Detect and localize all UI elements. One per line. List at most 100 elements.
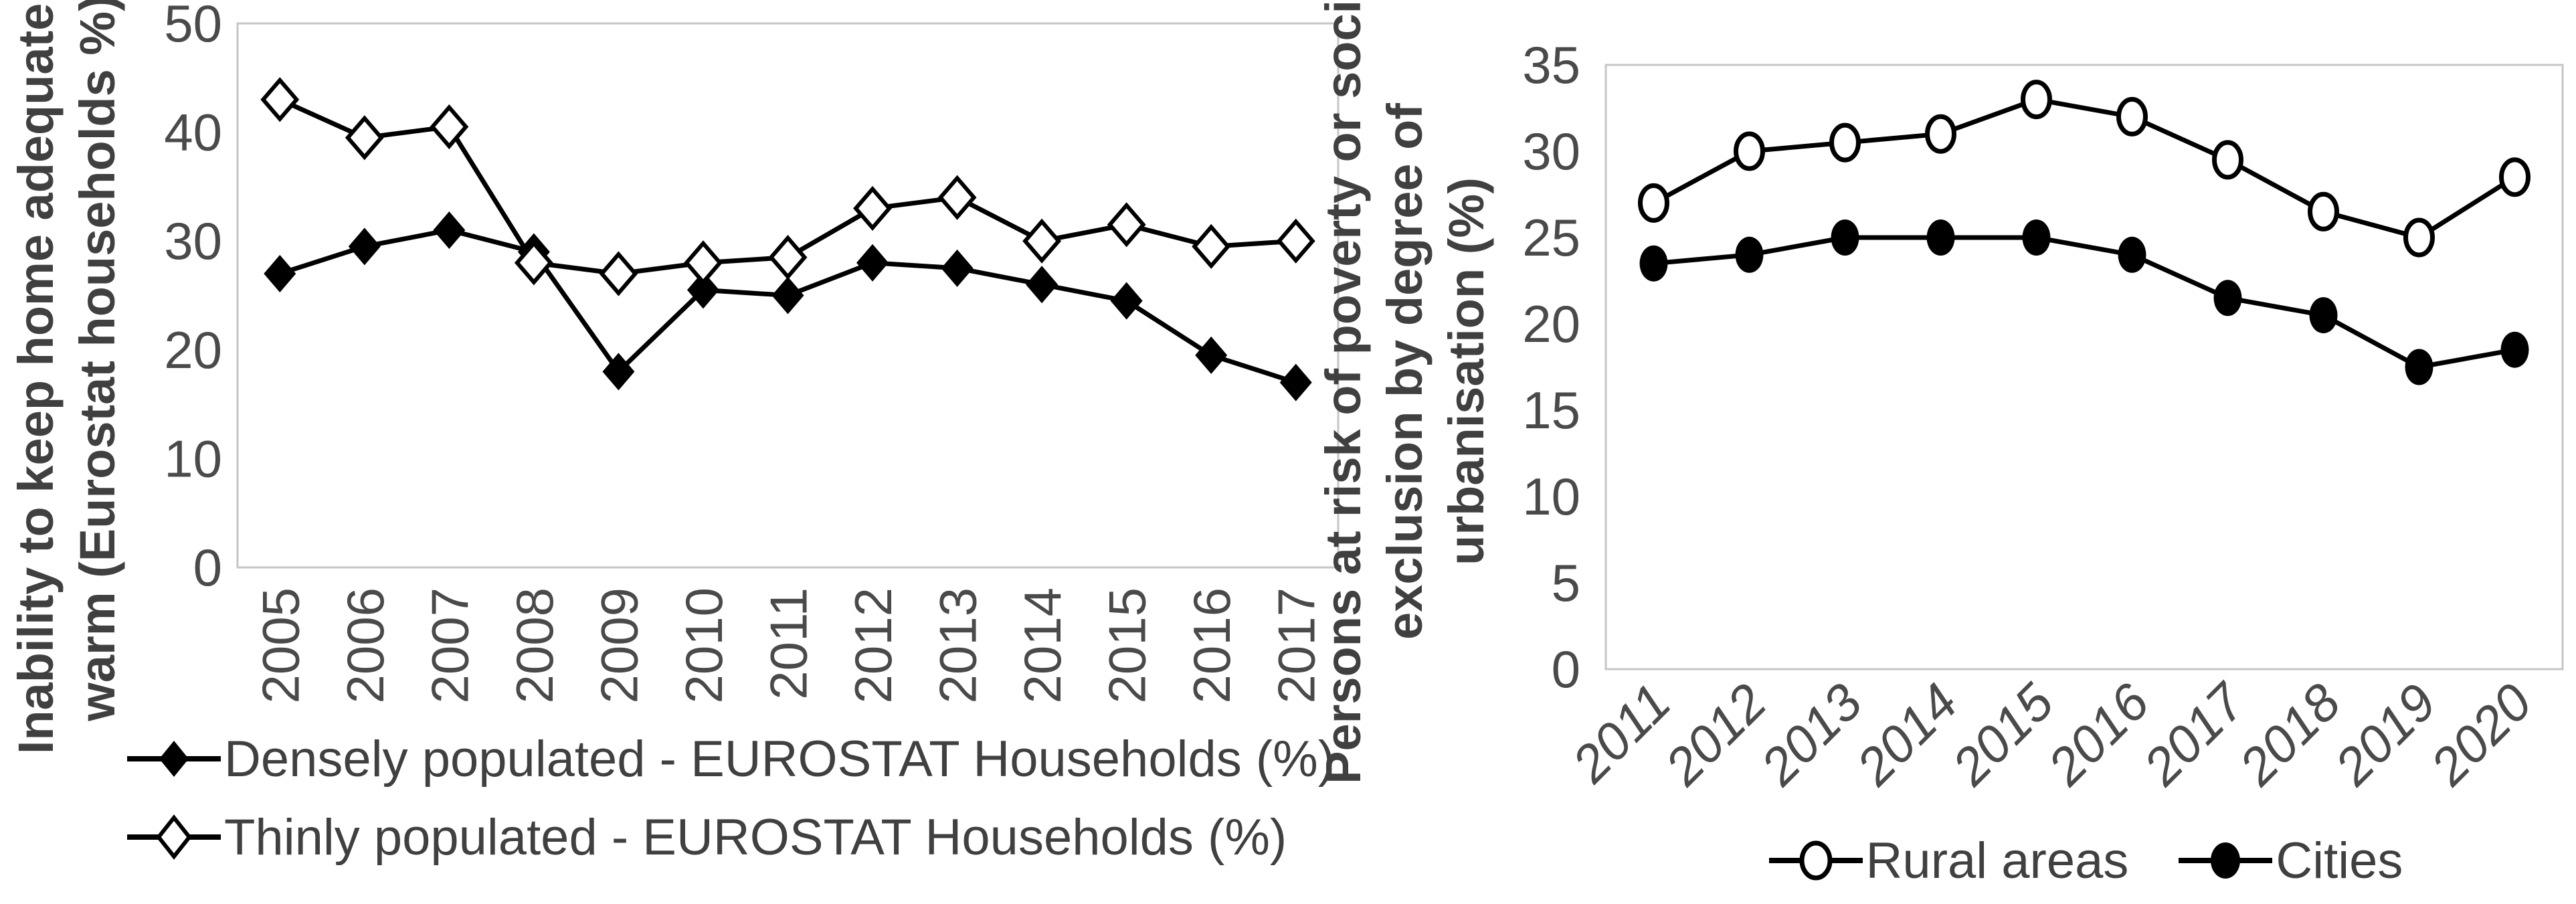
y-tick-label: 10 bbox=[1522, 467, 1580, 526]
data-point-marker bbox=[430, 104, 469, 150]
data-point-marker bbox=[2022, 219, 2051, 256]
legend-label-thinly: Thinly populated - EUROSTAT Households (… bbox=[224, 808, 1287, 866]
data-point-marker bbox=[602, 353, 635, 391]
data-point-marker bbox=[1022, 218, 1062, 264]
series-line-0 bbox=[1652, 97, 2516, 240]
data-point-marker bbox=[2403, 217, 2435, 258]
y-tick-label: 0 bbox=[193, 538, 222, 597]
data-point-marker bbox=[937, 175, 977, 220]
data-point-marker bbox=[1829, 122, 1861, 163]
data-point-marker bbox=[856, 244, 889, 282]
y-tick-label: 35 bbox=[1522, 35, 1580, 94]
circle-filled-marker-icon bbox=[2179, 842, 2273, 879]
right-chart: 0510152025303520112012201320142015201620… bbox=[1522, 35, 2564, 797]
left-y-axis-title: Inability to keep home adequately warm (… bbox=[0, 0, 141, 780]
right-y-axis-title-line1: Persons at risk of poverty or social bbox=[1315, 0, 1371, 784]
data-point-marker bbox=[1195, 336, 1228, 374]
y-tick-label: 5 bbox=[1552, 553, 1580, 612]
right-y-axis-title-line3: urbanisation (%) bbox=[1439, 177, 1494, 565]
data-point-marker bbox=[2021, 80, 2052, 120]
left-y-axis-title-line1: Inability to keep home adequately bbox=[8, 0, 64, 755]
data-point-marker bbox=[1192, 223, 1231, 269]
data-point-marker bbox=[1734, 131, 1765, 171]
series-line-1 bbox=[1653, 235, 2516, 369]
x-tick-label: 2009 bbox=[589, 587, 648, 704]
x-tick-label: 2019 bbox=[2323, 672, 2448, 797]
y-tick-label: 20 bbox=[164, 321, 222, 379]
data-point-marker bbox=[264, 254, 296, 292]
circle-open-marker-icon bbox=[1768, 840, 1863, 881]
legend-item-thinly: Thinly populated - EUROSTAT Households (… bbox=[124, 806, 1287, 868]
data-point-marker bbox=[2500, 331, 2529, 368]
x-tick-label: 2013 bbox=[1749, 672, 1873, 797]
data-point-marker bbox=[1107, 202, 1146, 248]
x-tick-label: 2010 bbox=[674, 587, 733, 704]
data-point-marker bbox=[1279, 363, 1312, 401]
y-tick-label: 50 bbox=[164, 0, 222, 53]
data-point-marker bbox=[853, 185, 893, 232]
y-tick-label: 0 bbox=[1552, 640, 1580, 699]
data-point-marker bbox=[941, 249, 974, 287]
data-point-marker bbox=[2213, 280, 2242, 317]
legend-label-densely: Densely populated - EUROSTAT Households … bbox=[224, 730, 1336, 788]
data-point-marker bbox=[348, 228, 381, 266]
left-y-axis-title-line2: warm (Eurostat households %) bbox=[70, 0, 125, 721]
data-point-marker bbox=[1831, 219, 1859, 256]
data-point-marker bbox=[768, 234, 808, 280]
x-tick-label: 2020 bbox=[2419, 672, 2543, 797]
legend-label-cities: Cities bbox=[2276, 832, 2403, 889]
data-point-marker bbox=[2309, 297, 2338, 334]
data-point-marker bbox=[1026, 266, 1059, 304]
x-tick-label: 2005 bbox=[251, 587, 310, 704]
x-tick-label: 2018 bbox=[2227, 672, 2352, 797]
data-point-marker bbox=[1638, 183, 1669, 223]
y-tick-label: 15 bbox=[1522, 381, 1580, 440]
x-tick-label: 2016 bbox=[2036, 672, 2160, 796]
legend-item-cities: Cities bbox=[2175, 832, 2403, 890]
x-tick-label: 2014 bbox=[1845, 672, 1969, 797]
x-tick-label: 2017 bbox=[1267, 587, 1326, 704]
diamond-filled-marker-icon bbox=[127, 741, 221, 777]
data-point-marker bbox=[1926, 219, 1955, 256]
data-point-marker bbox=[683, 240, 723, 286]
data-point-marker bbox=[1110, 282, 1143, 320]
legend-label-rural: Rural areas bbox=[1865, 832, 2129, 889]
data-point-marker bbox=[345, 115, 384, 161]
data-point-marker bbox=[2308, 191, 2339, 232]
x-tick-label: 2012 bbox=[844, 587, 903, 704]
x-tick-label: 2017 bbox=[2132, 671, 2257, 796]
right-y-axis-title-line2: exclusion by degree of bbox=[1377, 103, 1433, 640]
data-point-marker bbox=[514, 240, 553, 286]
legend-item-densely: Densely populated - EUROSTAT Households … bbox=[124, 728, 1335, 790]
x-tick-label: 2015 bbox=[1098, 587, 1157, 704]
x-tick-label: 2011 bbox=[759, 587, 818, 700]
right-y-axis-title: Persons at risk of poverty or social exc… bbox=[1315, 0, 1495, 806]
data-point-marker bbox=[2116, 96, 2148, 137]
x-tick-label: 2012 bbox=[1653, 672, 1778, 797]
plot-border bbox=[1604, 64, 2564, 670]
left-chart: 0 10 20 30 40 50 2005 2006 2007 2008 2009 2010 2011 2… bbox=[164, 0, 1340, 704]
y-tick-label: 40 bbox=[164, 103, 222, 162]
x-tick-label: 2014 bbox=[1013, 587, 1072, 704]
y-tick-label: 25 bbox=[1522, 208, 1580, 267]
data-point-marker bbox=[2118, 236, 2146, 273]
data-point-marker bbox=[1925, 114, 1956, 154]
y-tick-label: 20 bbox=[1522, 294, 1580, 353]
data-point-marker bbox=[771, 276, 804, 314]
data-point-marker bbox=[1639, 245, 1668, 282]
legend-item-rural: Rural areas bbox=[1766, 832, 2129, 890]
y-tick-label: 30 bbox=[164, 211, 222, 270]
data-point-marker bbox=[2405, 349, 2433, 385]
data-point-marker bbox=[260, 77, 300, 122]
y-tick-label: 30 bbox=[1522, 122, 1580, 181]
data-point-marker bbox=[599, 251, 638, 296]
x-tick-label: 2016 bbox=[1182, 587, 1241, 704]
y-tick-label: 10 bbox=[164, 429, 222, 488]
x-tick-label: 2008 bbox=[505, 587, 564, 704]
x-tick-label: 2013 bbox=[929, 587, 988, 704]
data-point-marker bbox=[433, 211, 466, 249]
plot-border bbox=[236, 22, 1340, 569]
data-point-marker bbox=[2212, 140, 2243, 180]
data-point-marker bbox=[2499, 157, 2531, 197]
